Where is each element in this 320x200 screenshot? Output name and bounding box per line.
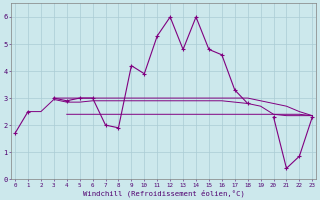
X-axis label: Windchill (Refroidissement éolien,°C): Windchill (Refroidissement éolien,°C)	[83, 189, 244, 197]
